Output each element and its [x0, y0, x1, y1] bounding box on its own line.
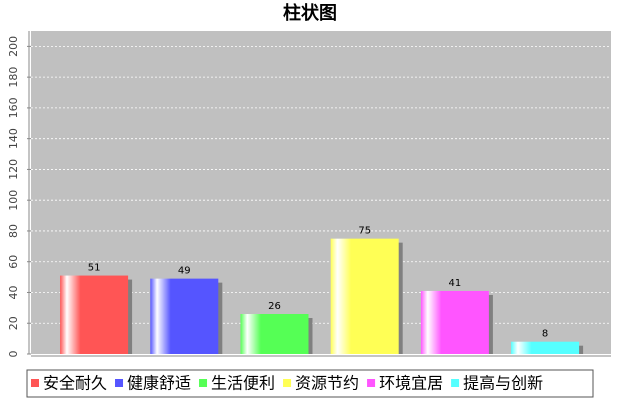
value-label: 51	[88, 263, 101, 274]
y-tick-label: 60	[7, 255, 20, 269]
chart-title: 柱状图	[283, 2, 337, 24]
legend-label: 安全耐久	[43, 374, 107, 393]
bar	[150, 278, 219, 354]
bar	[330, 238, 399, 354]
y-tick-label: 100	[7, 190, 20, 211]
y-tick-label: 160	[7, 97, 20, 118]
y-tick-label: 180	[7, 67, 20, 88]
legend-swatch	[31, 379, 39, 387]
y-tick-label: 20	[7, 316, 20, 330]
bar	[240, 314, 309, 354]
bar	[420, 290, 489, 354]
bar	[60, 275, 129, 354]
legend-swatch	[199, 379, 208, 387]
legend-swatch	[283, 379, 292, 387]
y-tick-label: 120	[7, 159, 20, 180]
y-tick-label: 80	[7, 224, 20, 238]
value-label: 75	[358, 226, 371, 237]
legend-label: 健康舒适	[127, 374, 191, 393]
legend-swatch	[115, 379, 124, 387]
legend-swatch	[367, 379, 376, 387]
value-label: 41	[449, 278, 462, 289]
legend-swatch	[451, 379, 460, 387]
bar	[511, 341, 580, 354]
value-label: 26	[268, 301, 281, 312]
y-tick-label: 200	[7, 36, 20, 57]
legend-label: 资源节约	[295, 374, 359, 393]
legend-label: 提高与创新	[463, 374, 543, 393]
y-tick-label: 140	[7, 128, 20, 149]
legend-label: 环境宜居	[379, 374, 443, 393]
value-label: 49	[178, 266, 191, 277]
value-label: 8	[542, 329, 548, 340]
y-tick-label: 40	[7, 285, 20, 299]
y-tick-label: 0	[7, 351, 20, 358]
legend-label: 生活便利	[211, 374, 275, 393]
